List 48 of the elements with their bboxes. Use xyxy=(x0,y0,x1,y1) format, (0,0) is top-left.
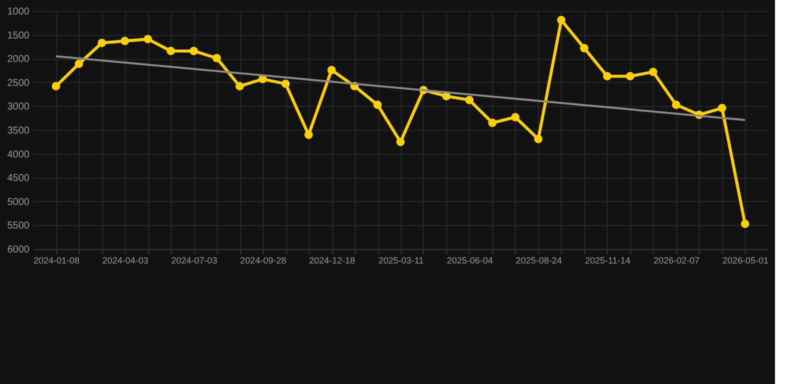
y-tick-label: 5500 xyxy=(7,220,30,232)
point xyxy=(373,100,382,109)
point xyxy=(488,118,497,128)
y-tick-label: 5000 xyxy=(7,196,30,208)
y-tick-label: 3500 xyxy=(7,126,30,136)
x-tick-label: 2025-08-24 xyxy=(516,256,562,266)
point xyxy=(281,80,290,88)
point xyxy=(626,72,634,80)
x-tick-label: 2025-06-04 xyxy=(446,256,493,266)
y-tick-label: 2000 xyxy=(7,54,30,66)
point xyxy=(534,134,542,144)
x-tick-label: 2025-11-14 xyxy=(585,256,630,266)
y-tick-label: 4500 xyxy=(7,173,30,184)
point xyxy=(327,66,336,74)
y-tick-label: 4000 xyxy=(7,149,30,160)
y-tick-label: 3000 xyxy=(7,102,30,113)
y-tick-label: 2500 xyxy=(7,78,30,89)
y-tick-label: 1500 xyxy=(7,30,30,42)
point xyxy=(718,104,726,112)
point xyxy=(190,46,198,56)
y-tick-label: 1000 xyxy=(7,6,30,18)
point xyxy=(166,46,175,56)
point xyxy=(580,44,588,52)
x-tick-label: 2024-12-18 xyxy=(309,256,356,266)
x-tick-label: 2024-09-28 xyxy=(240,256,286,266)
point xyxy=(648,68,658,76)
point xyxy=(52,82,60,90)
point xyxy=(740,220,750,228)
x-tick-label: 2026-02-07 xyxy=(654,256,700,266)
x-tick-label: 2024-01-08 xyxy=(33,256,80,266)
point xyxy=(236,82,244,90)
x-tick-label: 2024-07-03 xyxy=(171,256,218,266)
point xyxy=(144,34,152,44)
point xyxy=(396,138,405,146)
point xyxy=(74,60,84,68)
point xyxy=(603,72,612,80)
x-tick-label: 2025-03-11 xyxy=(378,256,424,266)
point xyxy=(557,16,566,24)
point xyxy=(212,54,221,62)
point xyxy=(672,100,680,109)
point xyxy=(304,130,313,139)
point xyxy=(465,96,474,104)
x-tick-label: 2026-05-01 xyxy=(722,256,769,266)
point xyxy=(98,38,106,48)
y-tick-label: 6000 xyxy=(7,244,30,256)
point xyxy=(511,112,520,122)
point xyxy=(120,36,130,46)
x-tick-label: 2024-04-03 xyxy=(102,256,148,266)
